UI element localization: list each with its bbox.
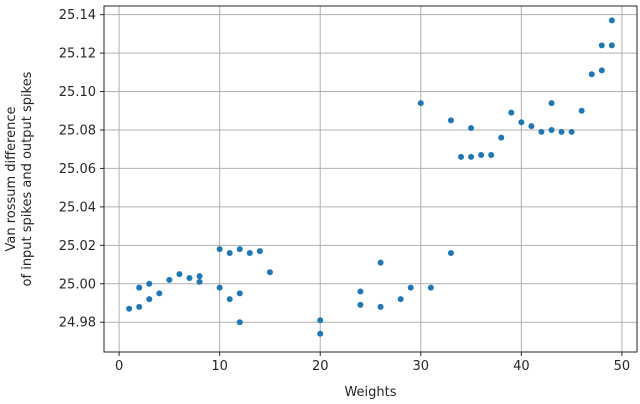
data-point	[488, 151, 495, 158]
data-point	[236, 319, 243, 326]
data-point	[166, 276, 173, 283]
data-point	[538, 128, 545, 135]
x-tick-label: 40	[513, 359, 530, 374]
data-point	[156, 290, 163, 297]
x-tick-label: 50	[614, 359, 631, 374]
data-point	[407, 284, 414, 291]
data-point	[558, 128, 565, 135]
data-point	[226, 296, 233, 303]
y-axis-label-line-2: of input spikes and output spikes	[20, 71, 35, 286]
data-point	[226, 250, 233, 257]
y-tick-label: 24.98	[59, 316, 96, 331]
data-point	[417, 100, 424, 107]
data-point	[498, 134, 505, 141]
x-tick-label: 0	[115, 359, 123, 374]
y-axis-label-line-1: Van rossum difference	[4, 106, 19, 251]
data-point	[377, 303, 384, 310]
data-point	[447, 117, 454, 124]
data-point	[136, 284, 143, 291]
data-point	[397, 296, 404, 303]
x-tick-label: 10	[211, 359, 228, 374]
y-axis-label: Van rossum difference of input spikes an…	[4, 71, 35, 286]
data-point	[236, 246, 243, 253]
data-point	[146, 280, 153, 287]
data-point	[608, 17, 615, 24]
data-point	[588, 71, 595, 78]
data-point	[196, 273, 203, 280]
data-point	[518, 119, 525, 126]
data-point	[146, 296, 153, 303]
grid-lines	[104, 6, 637, 352]
data-point	[136, 303, 143, 310]
y-tick-label: 25.14	[59, 8, 96, 23]
data-point	[548, 100, 555, 107]
data-point	[176, 271, 183, 278]
data-point	[236, 290, 243, 297]
data-point	[528, 123, 535, 130]
data-point	[377, 259, 384, 266]
data-point	[216, 246, 223, 253]
data-points	[126, 17, 615, 337]
y-tick-label: 25.08	[59, 123, 96, 138]
data-point	[548, 126, 555, 133]
x-tick-label: 20	[312, 359, 329, 374]
data-point	[317, 330, 324, 337]
y-tick-label: 25.02	[59, 239, 96, 254]
y-tick-label: 25.06	[59, 162, 96, 177]
data-point	[186, 274, 193, 281]
data-point	[427, 284, 434, 291]
y-tick-label: 25.10	[59, 85, 96, 100]
data-point	[266, 269, 273, 276]
data-point	[478, 151, 485, 158]
data-point	[246, 250, 253, 257]
y-tick-label: 25.12	[59, 47, 96, 62]
y-tick-label: 25.04	[59, 200, 96, 215]
y-tick-label: 25.00	[59, 277, 96, 292]
data-point	[508, 109, 515, 116]
data-point	[196, 278, 203, 285]
x-tick-label: 30	[413, 359, 430, 374]
data-point	[126, 305, 133, 312]
data-point	[598, 67, 605, 74]
data-point	[598, 42, 605, 49]
data-point	[317, 317, 324, 324]
data-point	[568, 128, 575, 135]
axis-ticks: 0 10 20 30 40 50 24.98 25.00 25.02 25.04 25.06 25.0…	[59, 8, 630, 374]
data-point	[468, 153, 475, 160]
data-point	[468, 125, 475, 132]
x-axis-label: Weights	[344, 385, 396, 400]
data-point	[357, 301, 364, 308]
data-point	[458, 153, 465, 160]
data-point	[216, 284, 223, 291]
data-point	[578, 107, 585, 114]
data-point	[447, 250, 454, 257]
plot-frame	[103, 5, 638, 353]
data-point	[256, 248, 263, 255]
data-point	[608, 42, 615, 49]
data-point	[357, 288, 364, 295]
